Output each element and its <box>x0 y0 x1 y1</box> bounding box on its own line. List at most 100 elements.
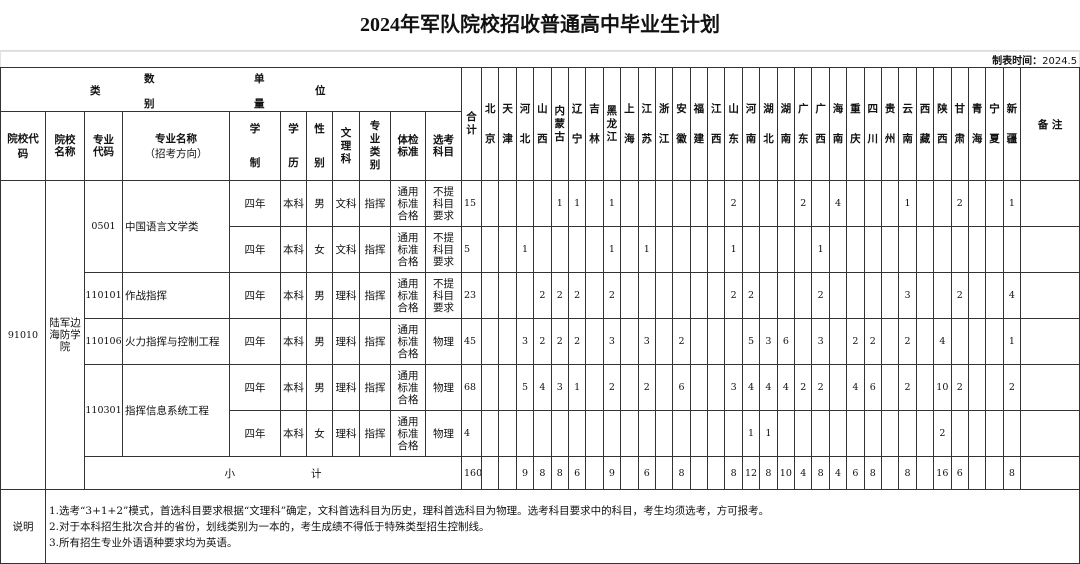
province-quota <box>794 410 813 457</box>
province-quota <box>776 272 796 319</box>
arts-science: 理科 <box>332 272 360 319</box>
province-quota <box>776 180 796 227</box>
province-quota: 1 <box>567 180 587 227</box>
date-label: 制表时间： <box>992 56 1043 67</box>
province-quota <box>533 180 552 227</box>
province-quota <box>985 364 1004 411</box>
duration: 四年 <box>229 180 281 227</box>
label: （招考方向） <box>144 148 208 160</box>
province-quota <box>880 318 900 365</box>
province-quota: 2 <box>950 180 969 227</box>
province-quota <box>776 410 796 457</box>
province-quota <box>967 318 987 365</box>
province-quota: 4 <box>776 364 796 411</box>
province-quota <box>967 226 987 273</box>
province-quota: 5 <box>515 364 535 411</box>
province-name: 重庆 <box>850 103 861 145</box>
province-name: 新疆 <box>1006 103 1018 145</box>
province-quota <box>759 226 778 273</box>
gender: 女 <box>306 410 333 457</box>
province-quota: 2 <box>794 364 813 411</box>
province-quota <box>880 180 900 227</box>
province-quota <box>724 318 743 365</box>
label: 选考科目 <box>432 134 454 158</box>
subtotal-quota <box>498 456 517 490</box>
school-name-text: 陆军边海防学院 <box>49 317 81 353</box>
header-province: 福建 <box>689 67 709 181</box>
elective-subject: 物理 <box>425 318 462 365</box>
province-quota <box>498 226 517 273</box>
physical-standard: 通用标准合格 <box>390 226 426 273</box>
header-elective: 选考科目 <box>425 111 462 181</box>
province-quota: 1 <box>811 226 830 273</box>
province-quota: 3 <box>515 318 535 365</box>
header-school-code: 院校代码 <box>0 111 46 181</box>
row-total: 68 <box>461 364 482 411</box>
province-name: 山东 <box>728 103 739 145</box>
header-major-code: 专业代码 <box>84 111 123 181</box>
province-quota: 2 <box>811 272 830 319</box>
header-province: 上海 <box>620 67 639 181</box>
province-quota: 2 <box>567 272 587 319</box>
province-quota <box>950 226 969 273</box>
row-total: 45 <box>461 318 482 365</box>
province-quota <box>915 318 935 365</box>
header-province: 贵州 <box>880 67 900 181</box>
elective-text: 物理 <box>432 427 454 440</box>
province-quota <box>880 410 900 457</box>
province-quota <box>498 180 517 227</box>
header-province: 江苏 <box>637 67 656 181</box>
notes-label: 说明 <box>0 489 46 564</box>
header-province: 广东 <box>794 67 813 181</box>
physical-text: 通用标准合格 <box>397 369 419 406</box>
subtotal-quota: 6 <box>950 456 969 490</box>
major-type: 指挥 <box>359 180 391 227</box>
province-name: 西藏 <box>919 103 931 145</box>
remark-cell <box>1020 318 1080 365</box>
province-quota: 3 <box>759 318 778 365</box>
label: 体检标准 <box>397 134 419 158</box>
province-quota <box>620 364 639 411</box>
province-quota <box>707 364 726 411</box>
province-name: 内蒙古 <box>554 104 566 143</box>
province-quota <box>689 364 709 411</box>
province-quota: 2 <box>898 364 917 411</box>
row-total: 5 <box>461 226 482 273</box>
province-quota <box>950 318 969 365</box>
label: 院校代码 <box>7 133 39 160</box>
subtotal-quota: 8 <box>533 456 552 490</box>
province-quota <box>637 180 656 227</box>
province-quota: 2 <box>637 364 656 411</box>
province-quota <box>672 180 691 227</box>
province-quota <box>1002 410 1022 457</box>
header-province: 四川 <box>863 67 882 181</box>
subtotal-quota: 4 <box>794 456 813 490</box>
education: 本科 <box>280 410 307 457</box>
arts-science: 理科 <box>332 318 360 365</box>
province-quota: 1 <box>741 410 761 457</box>
province-quota <box>759 272 778 319</box>
remark-cell <box>1020 180 1080 227</box>
header-province: 甘肃 <box>950 67 969 181</box>
province-quota <box>480 180 500 227</box>
province-quota <box>828 410 848 457</box>
province-quota <box>602 410 622 457</box>
province-quota <box>985 410 1004 457</box>
province-quota <box>828 318 848 365</box>
header-province: 山西 <box>533 67 552 181</box>
province-quota: 2 <box>550 272 569 319</box>
province-quota: 1 <box>602 180 622 227</box>
gender: 男 <box>306 272 333 319</box>
province-quota <box>533 226 552 273</box>
subtotal-quota: 8 <box>1002 456 1022 490</box>
province-name: 浙江 <box>658 103 670 145</box>
province-quota: 4 <box>533 364 552 411</box>
header-char: 别 <box>144 98 155 110</box>
header-char: 数 <box>144 73 155 85</box>
header-province: 山东 <box>724 67 743 181</box>
province-quota: 4 <box>846 364 865 411</box>
province-name: 甘肃 <box>954 103 965 145</box>
province-quota <box>933 226 952 273</box>
duration: 四年 <box>229 272 281 319</box>
note-item: 1.选考“3+1+2”模式，首选科目要求根据“文理科”确定，文科首选科目为历史，… <box>49 504 770 517</box>
